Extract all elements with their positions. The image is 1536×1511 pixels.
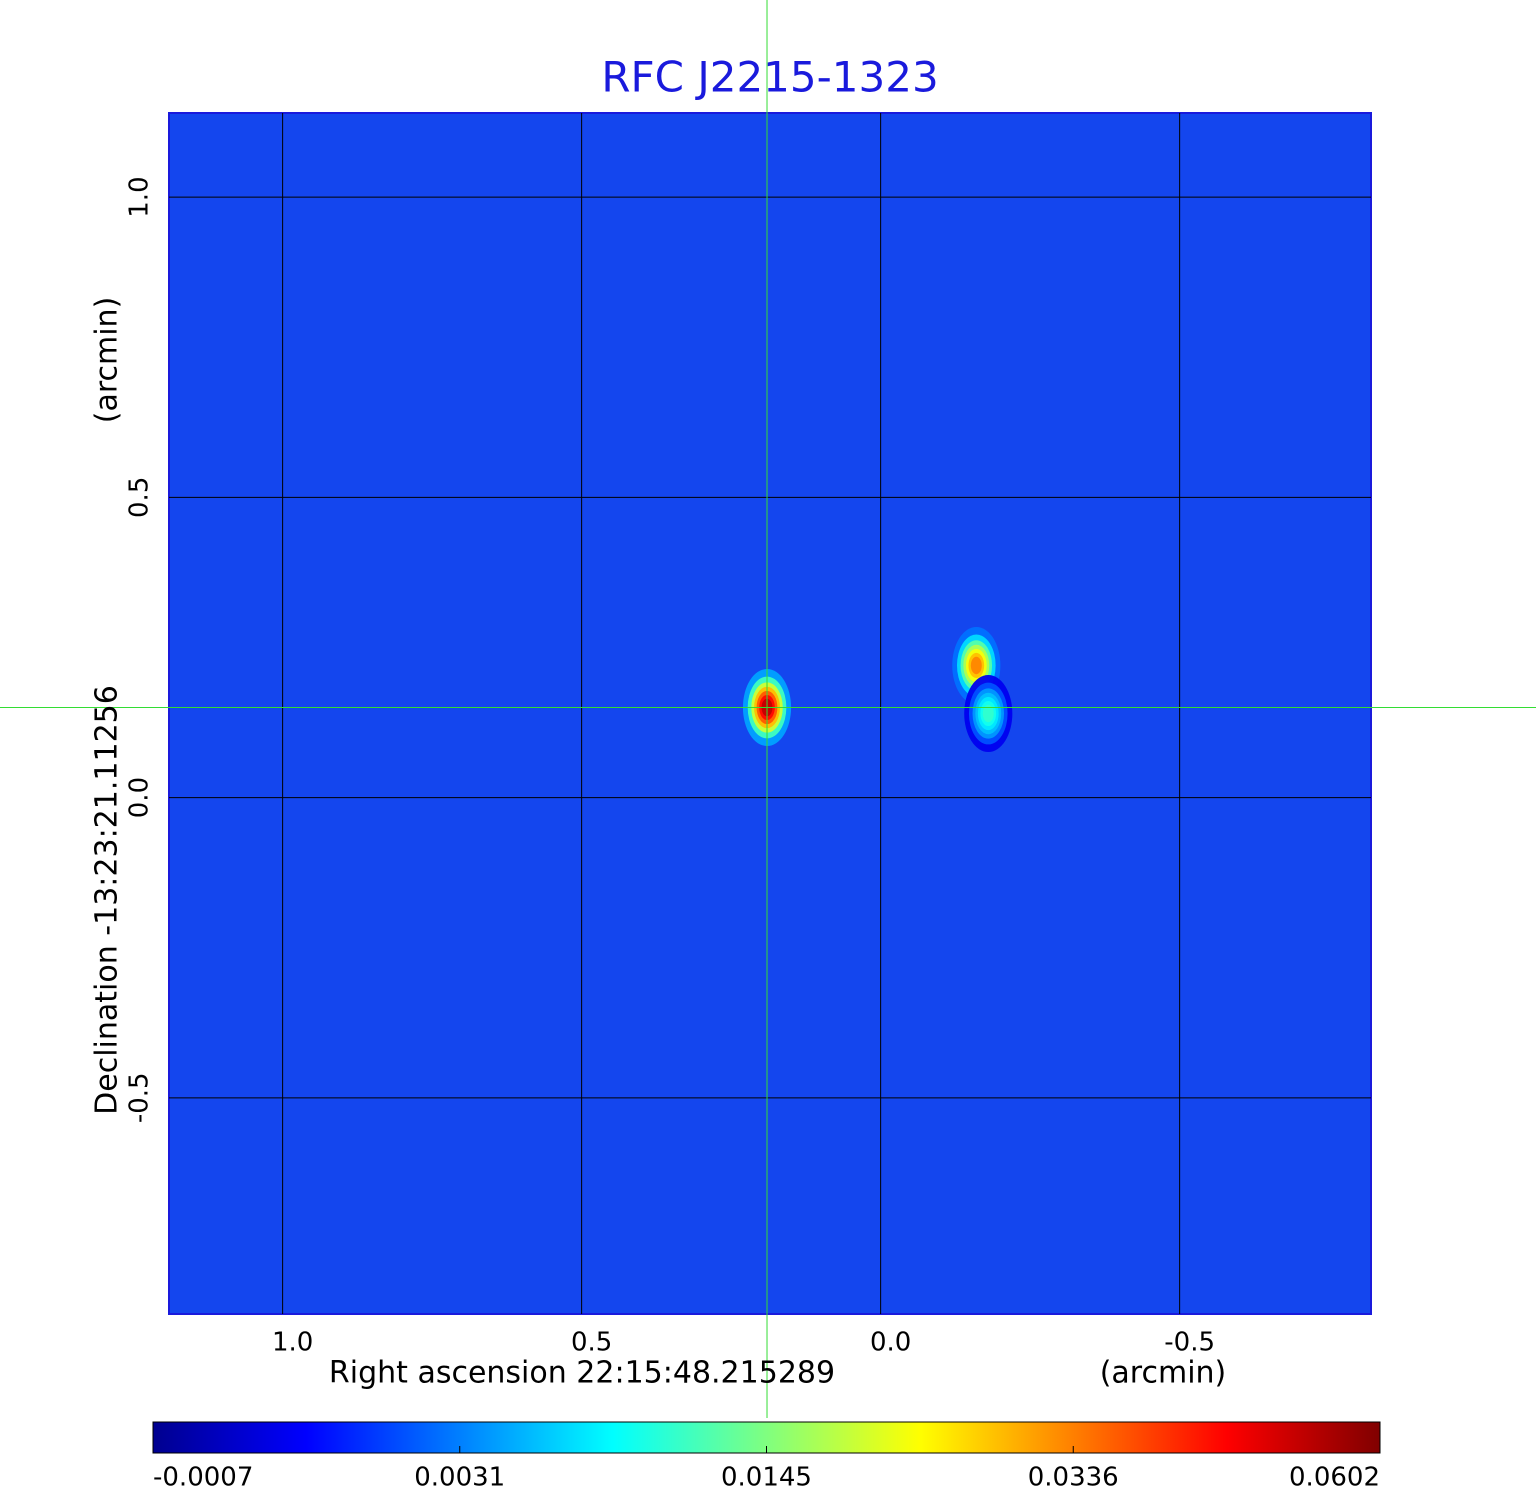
y-tick-label: 0.5: [125, 477, 155, 518]
y-tick-label: 0.0: [125, 777, 155, 818]
x-axis-label: Right ascension 22:15:48.215289: [329, 1356, 835, 1391]
y-tick-label: 1.0: [125, 176, 155, 217]
colorbar-tick-label: 0.0602: [1289, 1463, 1380, 1493]
colorbar-tick-label: 0.0145: [721, 1463, 812, 1493]
x-tick-label: 0.0: [870, 1328, 911, 1358]
x-tick-label: -0.5: [1164, 1328, 1215, 1358]
source-blob: [982, 704, 994, 723]
colorbar-tick-label: 0.0336: [1028, 1463, 1119, 1493]
colorbar-tick-label: -0.0007: [153, 1463, 253, 1493]
y-axis-unit: (arcmin): [90, 297, 125, 424]
source-blob: [970, 656, 982, 675]
overlay-layer: [0, 0, 1536, 1418]
y-tick-label: -0.5: [125, 1072, 155, 1123]
colorbar-tick-label: 0.0031: [414, 1463, 505, 1493]
x-tick-label: 1.0: [272, 1328, 313, 1358]
y-axis-label: Declination -13:23:21.11256: [90, 685, 125, 1115]
chart-title: RFC J2215-1323: [601, 53, 938, 102]
x-tick-label: 0.5: [571, 1328, 612, 1358]
x-axis-unit: (arcmin): [1100, 1356, 1227, 1391]
